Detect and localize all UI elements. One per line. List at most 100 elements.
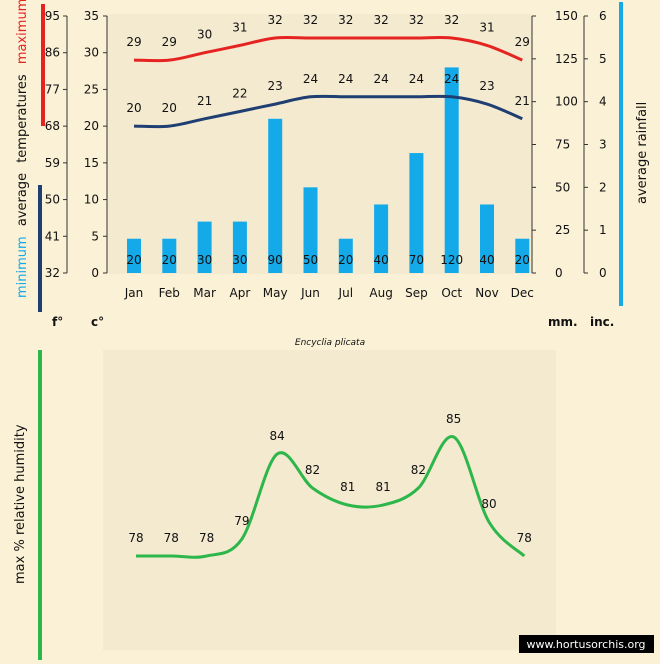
rainfall-value-label: 20 bbox=[126, 253, 141, 267]
mm-tick-label: 125 bbox=[555, 52, 578, 66]
humidity-value-label: 78 bbox=[128, 531, 143, 545]
humidity-value-label: 80 bbox=[481, 497, 496, 511]
mm-tick-label: 25 bbox=[555, 223, 570, 237]
humidity-value-label: 85 bbox=[446, 412, 461, 426]
celsius-unit: c° bbox=[91, 315, 104, 329]
minimum-value-label: 23 bbox=[268, 79, 283, 93]
rainfall-value-label: 40 bbox=[373, 253, 388, 267]
humidity-value-label: 81 bbox=[375, 480, 390, 494]
minimum-value-label: 24 bbox=[444, 72, 459, 86]
mm-tick-label: 75 bbox=[555, 138, 570, 152]
fahrenheit-tick-label: 32 bbox=[45, 266, 60, 280]
rainfall-value-label: 20 bbox=[338, 253, 353, 267]
humidity-value-label: 78 bbox=[164, 531, 179, 545]
humidity-axis-label: max % relative humidity bbox=[13, 424, 28, 584]
fahrenheit-tick-label: 86 bbox=[45, 46, 60, 60]
inches-tick-label: 6 bbox=[599, 9, 607, 23]
humidity-line bbox=[136, 435, 526, 559]
rainfall-bar bbox=[515, 238, 530, 273]
rainfall-value-label: 70 bbox=[409, 253, 424, 267]
celsius-tick-label: 30 bbox=[84, 46, 99, 60]
rainfall-value-label: 20 bbox=[515, 253, 530, 267]
rainfall-bar bbox=[409, 153, 424, 273]
fahrenheit-tick-label: 50 bbox=[45, 193, 60, 207]
inches-tick-label: 5 bbox=[599, 52, 607, 66]
month-labels: Jan Feb Mar Apr May Jun Jul Aug Sep Oct Nov Dec bbox=[124, 286, 534, 300]
maximum-value-label: 29 bbox=[162, 35, 177, 49]
rainfall-bar bbox=[338, 238, 353, 273]
rainfall-bar bbox=[374, 204, 389, 273]
month-label: Jun bbox=[300, 286, 320, 300]
mm-unit: mm. bbox=[548, 315, 578, 329]
maximum-value-label: 31 bbox=[479, 20, 494, 34]
mm-tick-label: 0 bbox=[555, 266, 563, 280]
fahrenheit-tick-label: 68 bbox=[45, 119, 60, 133]
minimum-value-label: 20 bbox=[162, 101, 177, 115]
temperature-axis-label: minimum average temperatures maximum bbox=[15, 0, 30, 298]
fahrenheit-unit: f° bbox=[52, 315, 63, 329]
inches-tick-label: 2 bbox=[599, 180, 607, 194]
maximum-value-label: 29 bbox=[126, 35, 141, 49]
minimum-temperature-line bbox=[133, 94, 523, 129]
rainfall-data-labels: 20 20 30 30 90 50 20 40 70 120 40 20 bbox=[126, 253, 530, 267]
average-word: average bbox=[15, 173, 30, 226]
inches-tick-label: 3 bbox=[599, 138, 607, 152]
month-label: Sep bbox=[405, 286, 428, 300]
month-label: May bbox=[263, 286, 288, 300]
fahrenheit-tick-label: 77 bbox=[45, 82, 60, 96]
minimum-value-label: 24 bbox=[338, 72, 353, 86]
humidity-data-labels: 78 78 78 79 84 82 81 81 82 85 80 78 bbox=[128, 412, 532, 545]
maximum-word: maximum bbox=[15, 0, 30, 64]
maximum-value-label: 32 bbox=[338, 13, 353, 27]
humidity-value-label: 78 bbox=[517, 531, 532, 545]
month-label: Jan bbox=[124, 286, 144, 300]
rainfall-value-label: 40 bbox=[479, 253, 494, 267]
month-label: Oct bbox=[441, 286, 462, 300]
humidity-value-label: 81 bbox=[340, 480, 355, 494]
rainfall-bar bbox=[444, 67, 459, 274]
maximum-value-label: 30 bbox=[197, 28, 212, 42]
fahrenheit-tick-label: 95 bbox=[45, 9, 60, 23]
month-label: Feb bbox=[159, 286, 180, 300]
rainfall-value-label: 30 bbox=[232, 253, 247, 267]
humidity-value-label: 82 bbox=[411, 463, 426, 477]
celsius-tick-label: 20 bbox=[84, 119, 99, 133]
month-label: Apr bbox=[230, 286, 251, 300]
rainfall-value-label: 90 bbox=[268, 253, 283, 267]
rainfall-value-label: 30 bbox=[197, 253, 212, 267]
fahrenheit-tick-label: 59 bbox=[45, 156, 60, 170]
celsius-tick-label: 35 bbox=[84, 9, 99, 23]
minimum-value-label: 20 bbox=[126, 101, 141, 115]
minimum-value-label: 21 bbox=[197, 94, 212, 108]
rainfall-bar bbox=[232, 221, 247, 273]
rainfall-value-label: 20 bbox=[162, 253, 177, 267]
rainfall-bars bbox=[127, 67, 530, 274]
temperatures-word: temperatures bbox=[15, 74, 30, 163]
humidity-value-label: 82 bbox=[305, 463, 320, 477]
inches-unit: inc. bbox=[590, 315, 614, 329]
maximum-value-label: 29 bbox=[515, 35, 530, 49]
month-label: Aug bbox=[369, 286, 392, 300]
species-caption: Encyclia plicata bbox=[295, 338, 365, 348]
maximum-value-label: 32 bbox=[444, 13, 459, 27]
celsius-tick-label: 15 bbox=[84, 156, 99, 170]
watermark: www.hortusorchis.org bbox=[526, 638, 645, 651]
maximum-value-label: 32 bbox=[373, 13, 388, 27]
month-label: Dec bbox=[511, 286, 534, 300]
month-label: Nov bbox=[475, 286, 498, 300]
minimum-value-label: 24 bbox=[409, 72, 424, 86]
rainfall-bar bbox=[480, 204, 494, 273]
month-label: Mar bbox=[193, 286, 216, 300]
minimum-value-label: 23 bbox=[479, 79, 494, 93]
maximum-value-label: 32 bbox=[409, 13, 424, 27]
temperature-data-labels: 29 29 30 31 32 32 32 32 32 32 31 29 20 20 21 22 23 24 24 24… bbox=[126, 13, 530, 115]
temperature-rain-plot-area bbox=[107, 14, 532, 274]
month-label: Jul bbox=[338, 286, 353, 300]
humidity-value-label: 78 bbox=[199, 531, 214, 545]
humidity-value-label: 79 bbox=[234, 514, 249, 528]
maximum-value-label: 32 bbox=[303, 13, 318, 27]
minimum-value-label: 22 bbox=[232, 87, 247, 101]
rainfall-value-label: 120 bbox=[440, 253, 463, 267]
